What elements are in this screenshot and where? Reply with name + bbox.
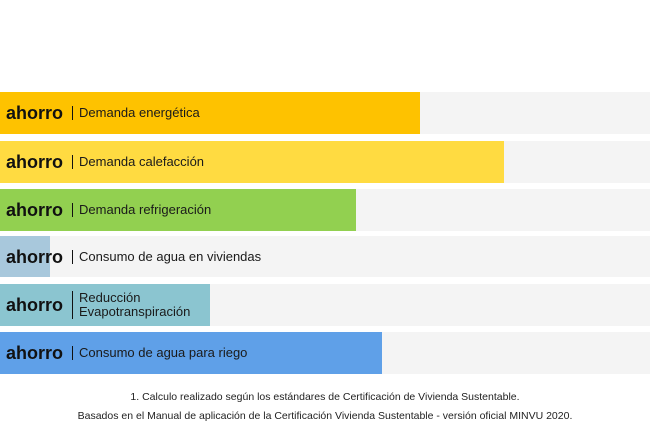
bar-label-group: ahorro Demanda refrigeración xyxy=(6,189,211,231)
bar-label: Consumo de agua en viviendas xyxy=(72,249,261,264)
bar-prefix: ahorro xyxy=(6,103,64,123)
bar-label-group: ahorro Consumo de agua en viviendas xyxy=(6,236,261,277)
bar-label: Demanda refrigeración xyxy=(72,203,211,217)
footnote-1: 1. Calculo realizado según los estándare… xyxy=(130,391,520,403)
bar-fill xyxy=(0,189,357,231)
bar-row: ahorro Demanda refrigeración xyxy=(0,189,650,231)
bar-prefix: ahorro xyxy=(6,200,64,220)
bar-fill xyxy=(0,92,420,134)
bar-row: ahorro Demanda energética xyxy=(0,92,650,134)
footnotes: 1. Calculo realizado según los estándare… xyxy=(0,388,650,426)
bar-fill xyxy=(0,284,210,326)
bar-fill xyxy=(0,332,383,374)
bar-label-group: ahorro Reducción Evapotranspiración xyxy=(6,284,209,326)
bar-label: Consumo de agua para riego xyxy=(72,346,247,360)
bar-label: Demanda energética xyxy=(72,106,200,120)
bar-row: ahorro Consumo de agua para riego xyxy=(0,332,650,374)
bar-label: Reducción Evapotranspiración xyxy=(72,291,209,319)
bar-row: ahorro Reducción Evapotranspiración xyxy=(0,284,650,326)
bar-prefix: ahorro xyxy=(6,343,64,363)
bar-prefix: ahorro xyxy=(6,295,64,315)
bar-label-group: ahorro Consumo de agua para riego xyxy=(6,332,247,374)
bar-prefix: ahorro xyxy=(6,246,64,267)
footnote-2: Basados en el Manual de aplicación de la… xyxy=(77,410,573,422)
bar-fill xyxy=(0,236,51,277)
bar-fill xyxy=(0,141,504,183)
bar-prefix: ahorro xyxy=(6,152,64,172)
bar-label: Demanda calefacción xyxy=(72,155,204,169)
bar-label-group: ahorro Demanda calefacción xyxy=(6,141,204,183)
bar-label-group: ahorro Demanda energética xyxy=(6,92,200,134)
bar-row: ahorro Consumo de agua en viviendas xyxy=(0,236,650,277)
bar-row: ahorro Demanda calefacción xyxy=(0,141,650,183)
